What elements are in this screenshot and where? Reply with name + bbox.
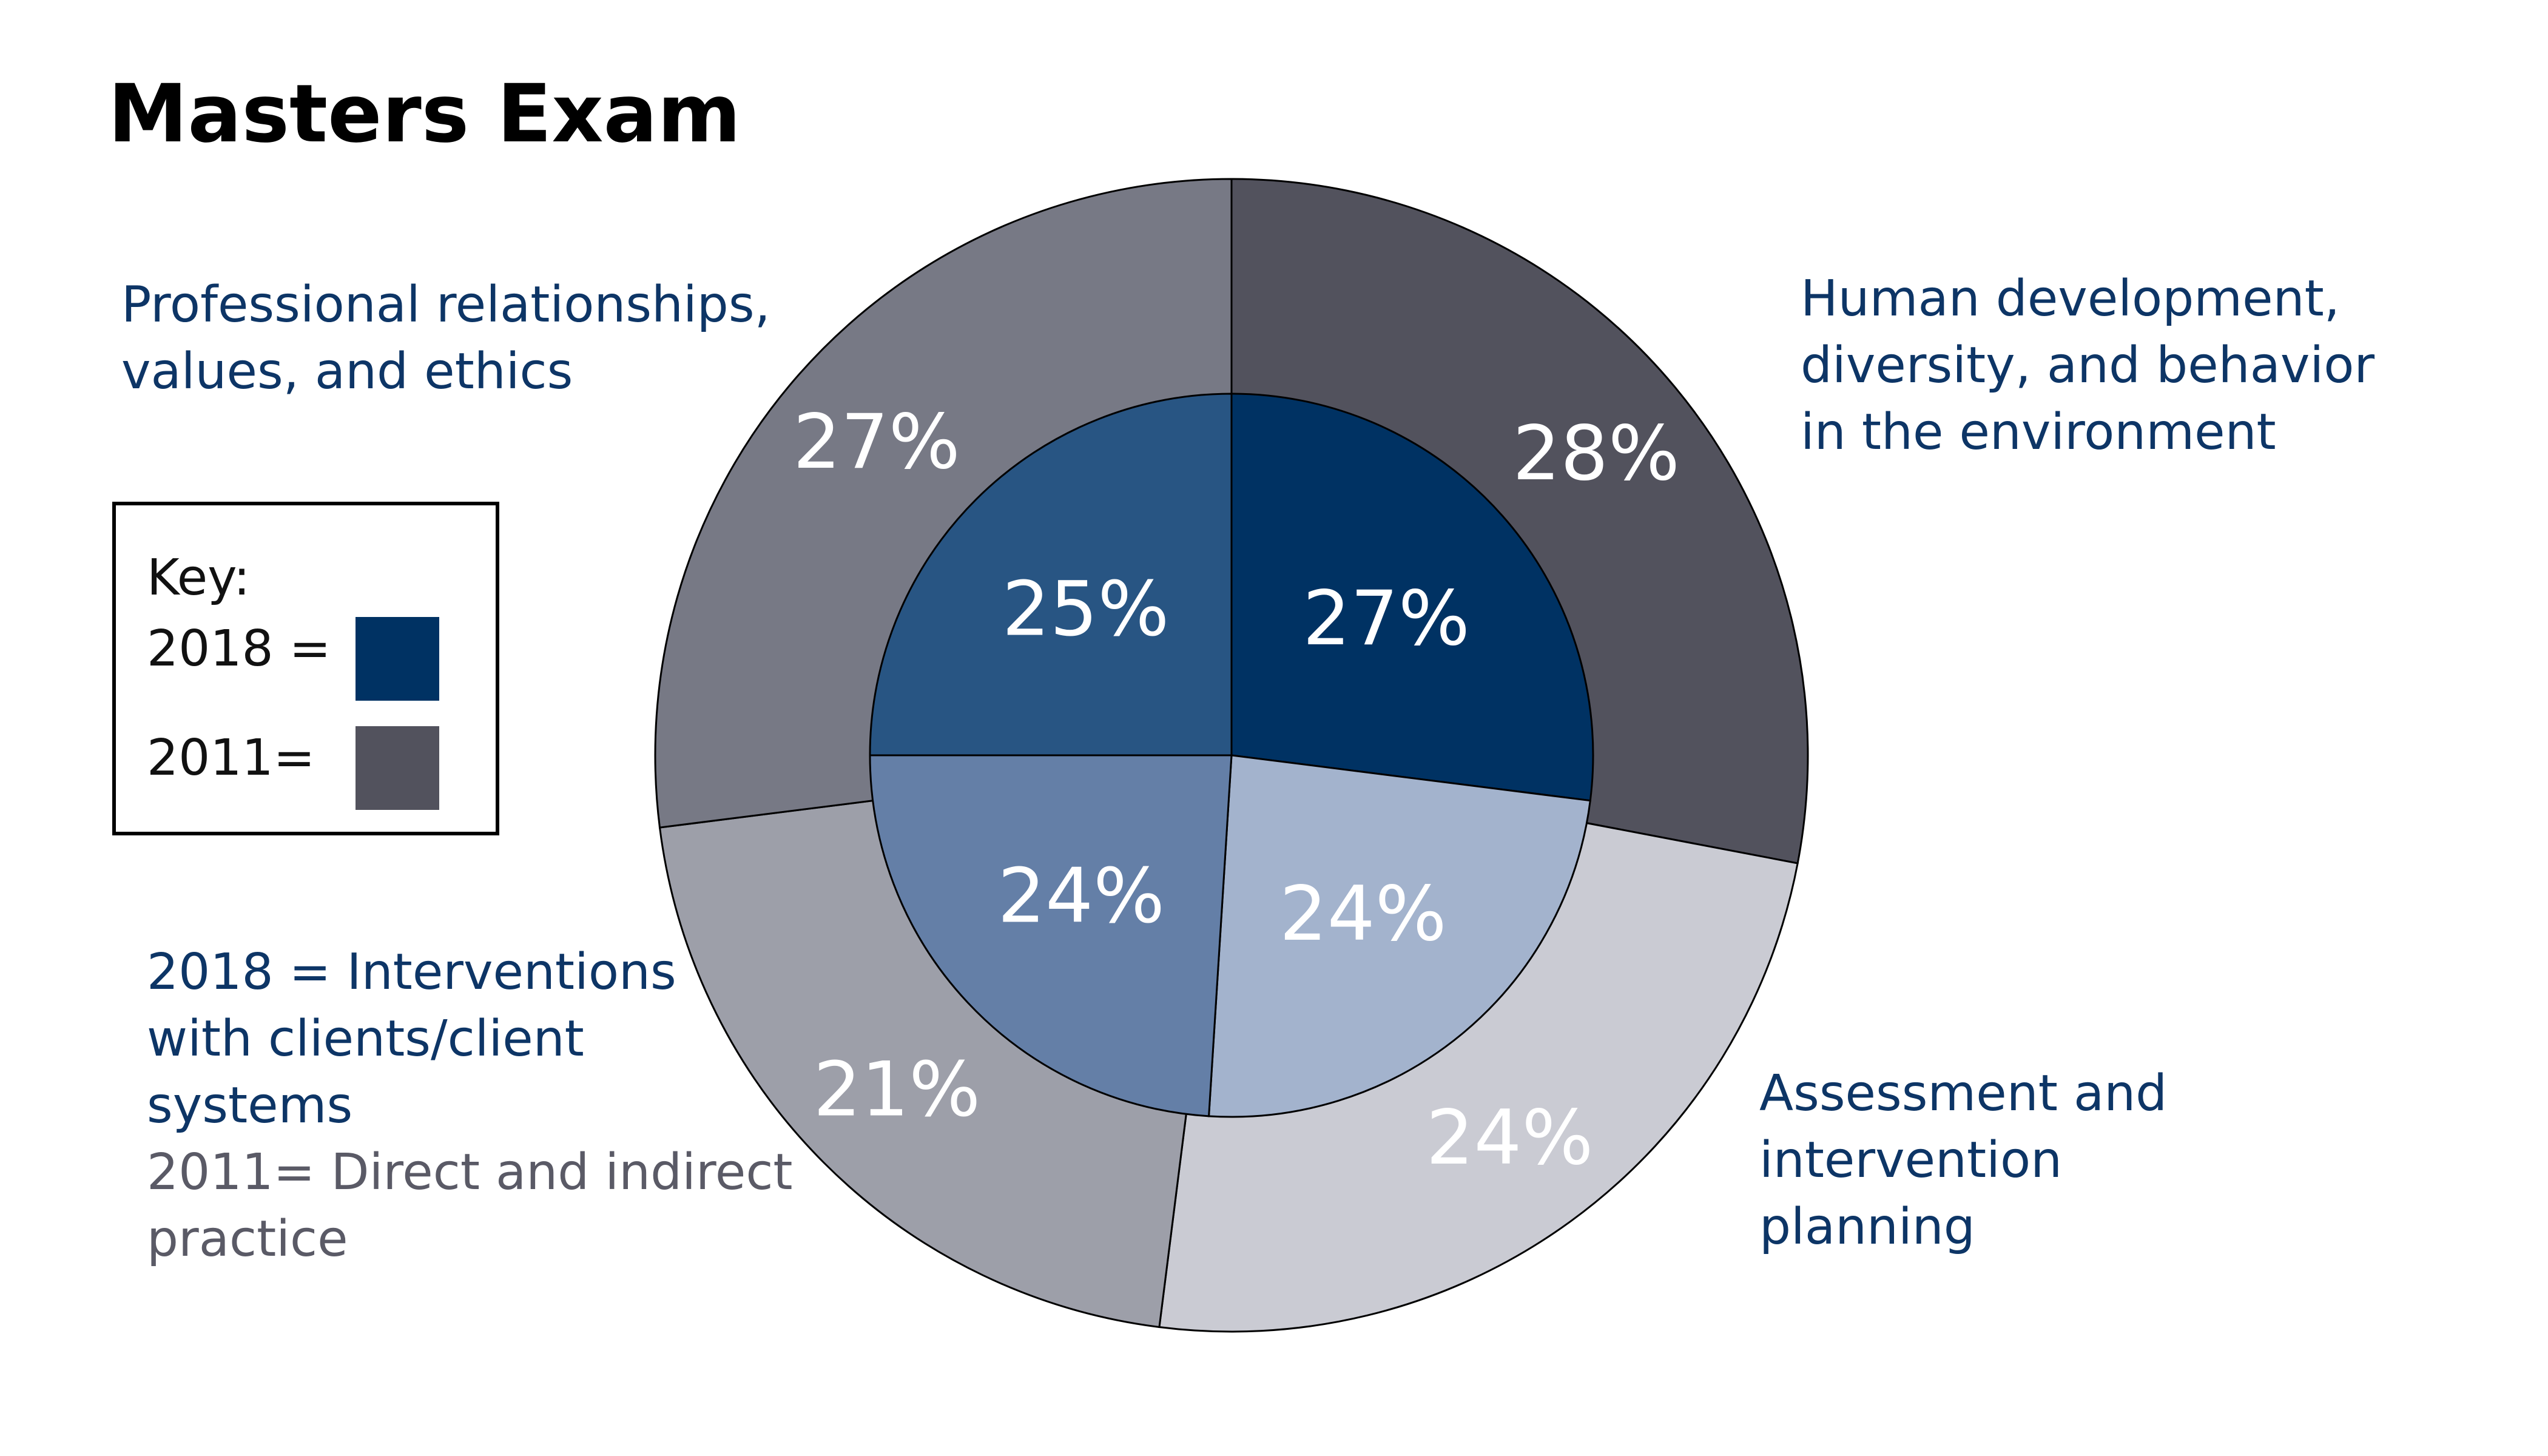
slice-2018-3 [869,393,1233,757]
category-label-interventions-2018: 2018 = Interventions with clients/client… [147,943,692,1134]
category-label-human-development: Human development, diversity, and behavi… [1801,270,2390,461]
slice-label-2018-2: 24% [997,853,1165,940]
slice-2018-1 [1207,754,1591,1118]
legend: Key: 2018 = 2011= [112,502,499,835]
slice-2018-0 [1230,393,1594,802]
slice-label-2011-0: 28% [1512,410,1680,497]
legend-label-2011: 2011= [147,729,315,787]
chart-title: Masters Exam [108,67,741,161]
category-label-practice-2011: 2011= Direct and indirect practice [147,1144,809,1268]
slice-label-2011-3: 27% [793,399,960,486]
legend-swatch-2011 [356,726,439,810]
slice-label-2018-3: 25% [1002,566,1170,653]
category-label-assessment: Assessment and intervention planning [1759,1065,2183,1256]
slice-label-2011-1: 24% [1426,1094,1594,1182]
slice-label-2011-2: 21% [814,1046,981,1134]
inner-pie-2018 [869,393,1594,1118]
legend-heading: Key: [147,549,250,607]
legend-label-2018: 2018 = [147,620,331,678]
slice-label-2018-0: 27% [1303,575,1470,662]
category-label-professional-relationships: Professional relationships, values, and … [121,276,786,400]
slice-labels: 28% 24% 21% 27% 27% 24% 24% 25% [793,399,1680,1182]
slice-2018-2 [869,754,1233,1117]
legend-swatch-2018 [356,617,439,701]
slice-label-2018-1: 24% [1279,871,1447,958]
